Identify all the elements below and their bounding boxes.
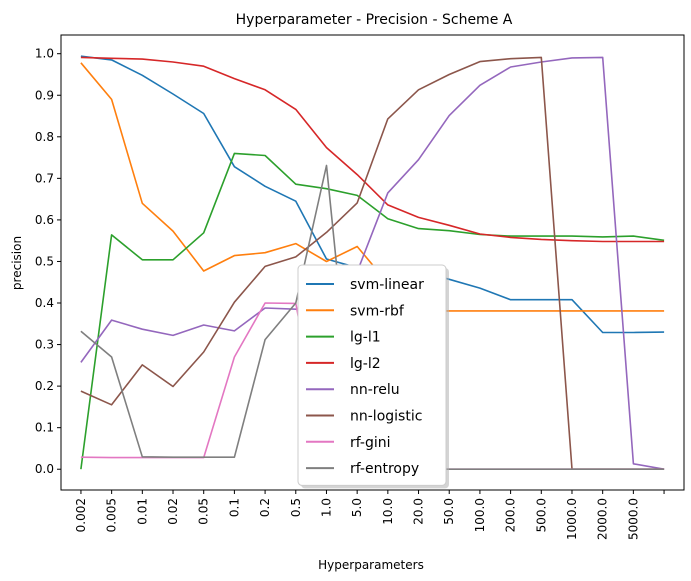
- x-axis-label: Hyperparameters: [318, 558, 424, 572]
- legend-label-lg-l1: lg-l1: [350, 330, 381, 346]
- y-tick-label: 0.6: [35, 213, 54, 227]
- x-tick-label: 10.0: [381, 498, 395, 525]
- y-tick-label: 0.4: [35, 296, 54, 310]
- y-tick-label: 0.7: [35, 171, 54, 185]
- y-tick-label: 0.5: [35, 254, 54, 268]
- x-tick-label: 0.02: [166, 498, 180, 525]
- x-tick-label: 5000.0: [626, 498, 640, 540]
- legend-label-rf-gini: rf-gini: [350, 435, 391, 451]
- x-axis: 0.002 0.005 0.01 0.02 0.05 0.1 0.2 0.5 1.0 5.0 10.…: [74, 490, 665, 540]
- chart-title: Hyperparameter - Precision - Scheme A: [236, 12, 513, 28]
- y-tick-label: 0.8: [35, 130, 54, 144]
- x-tick-label: 20.0: [412, 498, 426, 525]
- legend-label-nn-logistic: nn-logistic: [350, 409, 422, 425]
- series-line-lg-l2: [80, 56, 665, 243]
- x-tick-label: 0.1: [227, 498, 241, 517]
- y-tick-label: 1.0: [35, 47, 54, 61]
- y-tick-label: 0.1: [35, 421, 54, 435]
- x-tick-label: 500.0: [534, 498, 548, 532]
- x-tick-label: 5.0: [350, 498, 364, 517]
- series-line-nn-logistic: [80, 56, 665, 471]
- y-tick-label: 0.9: [35, 88, 54, 102]
- x-tick-label: 1000.0: [565, 498, 579, 540]
- series-line-nn-relu: [80, 56, 665, 470]
- legend-box: [297, 264, 447, 486]
- x-tick-label: 0.5: [289, 498, 303, 517]
- x-tick-label: 0.2: [258, 498, 272, 517]
- series-line-lg-l1: [80, 152, 665, 470]
- legend-label-lg-l2: lg-l2: [350, 356, 381, 372]
- x-tick-label: 1.0: [320, 498, 334, 517]
- x-tick-label: 0.05: [197, 498, 211, 525]
- x-tick-label: 0.01: [135, 498, 149, 525]
- x-tick-label: 200.0: [504, 498, 518, 532]
- legend: svm-linear svm-rbf lg-l1 lg-l2 nn-relu nn-log…: [297, 264, 449, 489]
- y-tick-label: 0.0: [35, 462, 54, 476]
- plot-area: [60, 34, 685, 491]
- plot-frame: [60, 34, 685, 491]
- legend-label-svm-rbf: svm-rbf: [350, 303, 405, 319]
- x-tick-label: 2000.0: [596, 498, 610, 540]
- x-tick-label: 0.002: [74, 498, 88, 532]
- y-axis: 0.0 0.1 0.2 0.3 0.4 0.5 0.6 0.7 0.8 0.9 1.0: [35, 47, 61, 476]
- x-tick-label: 50.0: [442, 498, 456, 525]
- y-tick-label: 0.2: [35, 379, 54, 393]
- legend-label-rf-entropy: rf-entropy: [350, 461, 419, 477]
- y-axis-label: precision: [10, 236, 24, 290]
- legend-label-nn-relu: nn-relu: [350, 382, 400, 398]
- y-tick-label: 0.3: [35, 338, 54, 352]
- legend-label-svm-linear: svm-linear: [350, 277, 424, 293]
- x-tick-label: 100.0: [473, 498, 487, 532]
- x-tick-label: 0.005: [105, 498, 119, 532]
